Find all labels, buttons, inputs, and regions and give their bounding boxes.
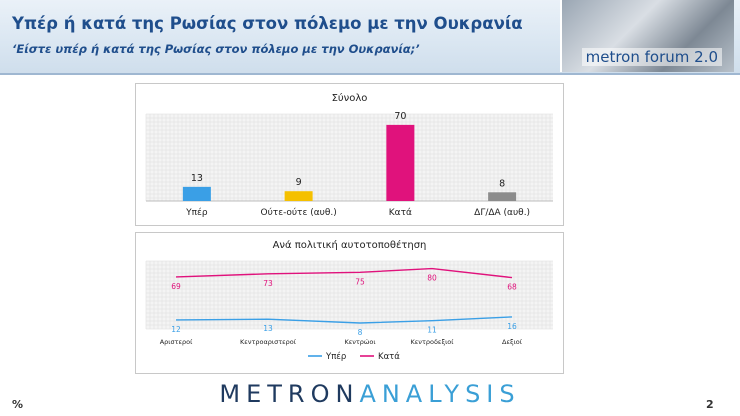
percent-sign: % (12, 398, 24, 411)
bar-chart-grid (145, 113, 553, 201)
line-chart: Ανά πολιτική αυτοτοποθέτηση 12 13 8 11 16 69 73… (145, 239, 553, 362)
bar (386, 124, 415, 201)
category-label: Αριστεροί (160, 338, 193, 346)
bar (488, 192, 517, 201)
series-line (175, 316, 513, 324)
plot-background (146, 261, 553, 329)
line-chart-panel: Ανά πολιτική αυτοτοποθέτηση 12 13 8 11 16 69 73… (135, 232, 564, 374)
footer-logo: METRONANALYSIS (0, 380, 740, 408)
footer-logo-first: METRON (219, 380, 360, 408)
brand-logo: metron forum 2.0 (581, 48, 722, 66)
category-label: Κεντροαριστεροί (240, 338, 297, 346)
page-number: 2 (706, 398, 714, 411)
legend-label: Κατά (378, 352, 400, 362)
chart-title: Ανά πολιτική αυτοτοποθέτηση (273, 239, 427, 251)
data-label: 9 (296, 177, 302, 188)
line-chart-grid (145, 260, 553, 330)
category-label: ΔΓ/ΔΑ (αυθ.) (474, 208, 530, 218)
data-label: 8 (499, 178, 505, 189)
footer-logo-second: ANALYSIS (359, 380, 521, 408)
data-label: 73 (263, 279, 273, 288)
series-line (175, 267, 513, 279)
bar-chart-panel: Σύνολο 13 Υπέρ 9 Ούτε-ούτε (αυθ.) 70 Κατά 8 ΔΓ/Δ… (135, 83, 564, 226)
category-label: Δεξιοί (502, 338, 523, 346)
category-label: Κεντροδεξιοί (411, 338, 455, 346)
bar (182, 186, 211, 201)
legend-label: Υπέρ (325, 351, 346, 362)
page-subtitle: ‘Είστε υπέρ ή κατά της Ρωσίας στον πόλεμ… (12, 42, 420, 56)
category-label: Κατά (389, 208, 412, 218)
data-label: 11 (427, 326, 437, 335)
bar-chart: Σύνολο 13 Υπέρ 9 Ούτε-ούτε (αυθ.) 70 Κατά 8 ΔΓ/Δ… (145, 92, 553, 218)
data-label: 75 (355, 277, 365, 286)
header-banner: Υπέρ ή κατά της Ρωσίας στον πόλεμο με τη… (0, 0, 740, 75)
data-label: 12 (171, 325, 181, 334)
category-label: Ούτε-ούτε (αυθ.) (261, 207, 337, 218)
category-label: Υπέρ (185, 207, 208, 218)
legend: Υπέρ Κατά (308, 351, 400, 362)
category-label: Κεντρώοι (344, 338, 375, 346)
data-label: 69 (171, 282, 181, 291)
data-label: 16 (507, 322, 517, 331)
data-label: 68 (507, 283, 517, 292)
data-label: 13 (191, 173, 203, 184)
data-label: 13 (263, 324, 273, 333)
bar (284, 191, 313, 201)
data-label: 8 (358, 328, 363, 337)
data-label: 80 (427, 274, 437, 283)
chart-title: Σύνολο (332, 92, 368, 104)
brand-photo: metron forum 2.0 (560, 0, 734, 72)
page-title: Υπέρ ή κατά της Ρωσίας στον πόλεμο με τη… (12, 14, 523, 33)
data-label: 70 (394, 111, 406, 122)
